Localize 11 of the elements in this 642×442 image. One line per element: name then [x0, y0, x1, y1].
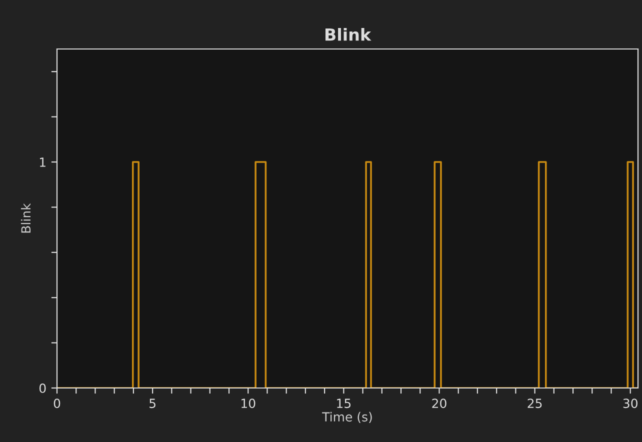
- x-tick-label: 5: [150, 398, 156, 408]
- x-tick-label: 15: [337, 398, 351, 408]
- x-tick-label: 30: [623, 398, 638, 408]
- x-tick-label: 25: [528, 398, 542, 408]
- y-axis-title: Blink: [20, 203, 30, 233]
- x-tick-label: 20: [432, 398, 446, 408]
- x-axis-title: Time (s): [322, 412, 372, 424]
- x-tick-label: 10: [242, 398, 256, 408]
- y-tick-label: 1: [40, 158, 46, 167]
- chart-title: Blink: [325, 28, 372, 41]
- x-tick-label: 0: [54, 398, 60, 408]
